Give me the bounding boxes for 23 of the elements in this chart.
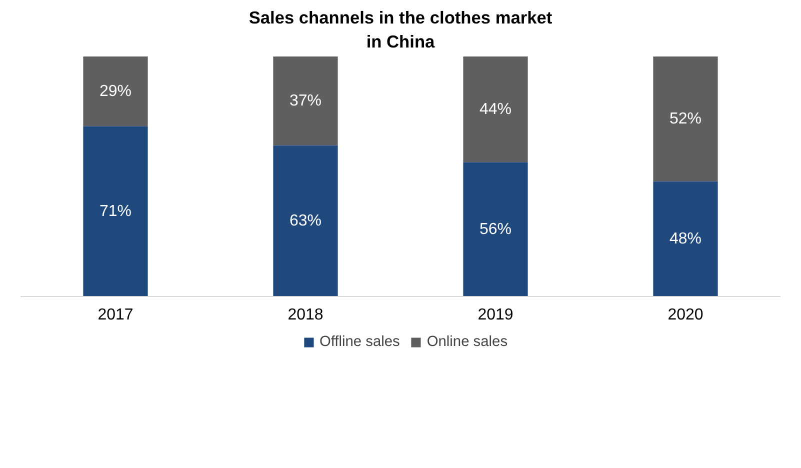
bar (653, 181, 718, 296)
bar (273, 56, 338, 146)
data-label: 48% (669, 230, 702, 248)
chart-title: Sales channels in the clothes market in China (248, 8, 552, 52)
legend-label: Offline sales (319, 334, 400, 350)
data-label: 44% (479, 100, 512, 118)
bar (273, 145, 338, 296)
data-label: 71% (99, 202, 132, 220)
legend-label: Online sales (426, 334, 508, 350)
bar (653, 56, 718, 182)
data-label: 63% (289, 212, 322, 230)
data-label: 37% (289, 92, 322, 110)
x-tick-label: 2017 (98, 306, 134, 324)
bar (83, 56, 148, 126)
data-label: 56% (479, 220, 512, 238)
bar (463, 56, 528, 162)
x-tick-label: 2020 (668, 306, 704, 324)
data-label: 52% (669, 110, 702, 128)
data-label: 29% (99, 82, 132, 100)
bar (83, 126, 148, 296)
bar (463, 162, 528, 296)
x-tick-label: 2019 (478, 306, 514, 324)
x-tick-label: 2018 (288, 306, 324, 324)
